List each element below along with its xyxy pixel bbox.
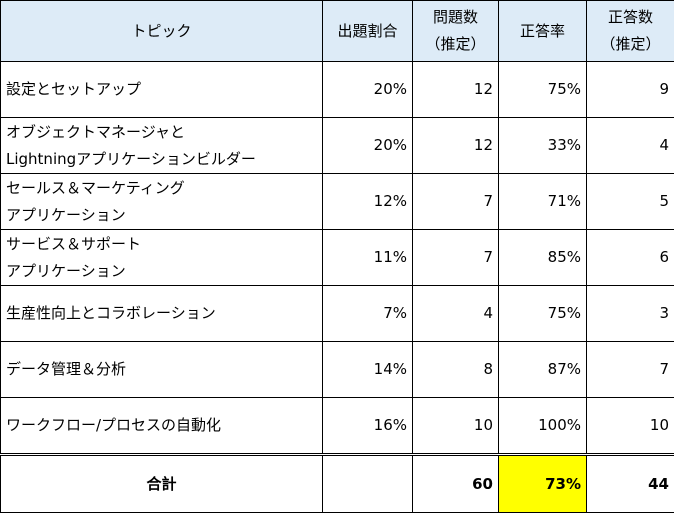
ratio-cell: 14% — [323, 342, 413, 398]
header-questions-label: 問題数 — [418, 4, 493, 31]
topic-line: Lightningアプリケーションビルダー — [6, 146, 317, 173]
total-row: 合計 60 73% 44 — [1, 455, 674, 513]
total-ratio-cell — [323, 455, 413, 513]
rate-cell: 85% — [499, 230, 587, 286]
table-row: データ管理＆分析 14% 8 87% 7 — [1, 342, 674, 398]
ratio-cell: 20% — [323, 118, 413, 174]
rate-cell: 71% — [499, 174, 587, 230]
total-correct-cell: 44 — [587, 455, 674, 513]
total-rate-cell: 73% — [499, 455, 587, 513]
rate-cell: 100% — [499, 398, 587, 455]
ratio-cell: 12% — [323, 174, 413, 230]
topic-line: アプリケーション — [6, 258, 317, 285]
table-row: セールス＆マーケティング アプリケーション 12% 7 71% 5 — [1, 174, 674, 230]
topic-line: 設定とセットアップ — [6, 76, 317, 103]
questions-cell: 4 — [413, 286, 499, 342]
header-rate: 正答率 — [499, 1, 587, 62]
ratio-cell: 16% — [323, 398, 413, 455]
correct-cell: 9 — [587, 62, 674, 118]
questions-cell: 12 — [413, 118, 499, 174]
header-correct: 正答数 （推定） — [587, 1, 674, 62]
table-row: オブジェクトマネージャと Lightningアプリケーションビルダー 20% 1… — [1, 118, 674, 174]
topic-line: 生産性向上とコラボレーション — [6, 300, 317, 327]
total-label: 合計 — [1, 455, 323, 513]
topic-line: オブジェクトマネージャと — [6, 119, 317, 146]
correct-cell: 4 — [587, 118, 674, 174]
ratio-cell: 7% — [323, 286, 413, 342]
questions-cell: 10 — [413, 398, 499, 455]
ratio-cell: 20% — [323, 62, 413, 118]
topic-cell: サービス＆サポート アプリケーション — [1, 230, 323, 286]
questions-cell: 8 — [413, 342, 499, 398]
table-row: サービス＆サポート アプリケーション 11% 7 85% 6 — [1, 230, 674, 286]
header-rate-label: 正答率 — [504, 18, 581, 45]
header-questions-sublabel: （推定） — [418, 31, 493, 58]
total-questions-cell: 60 — [413, 455, 499, 513]
correct-cell: 6 — [587, 230, 674, 286]
topic-cell: 設定とセットアップ — [1, 62, 323, 118]
rate-cell: 75% — [499, 62, 587, 118]
correct-cell: 3 — [587, 286, 674, 342]
ratio-cell: 11% — [323, 230, 413, 286]
rate-cell: 87% — [499, 342, 587, 398]
table-row: 生産性向上とコラボレーション 7% 4 75% 3 — [1, 286, 674, 342]
header-correct-sublabel: （推定） — [592, 31, 669, 58]
header-row: トピック 出題割合 問題数 （推定） 正答率 正答数 （推定） — [1, 1, 674, 62]
topic-cell: オブジェクトマネージャと Lightningアプリケーションビルダー — [1, 118, 323, 174]
header-topic: トピック — [1, 1, 323, 62]
topic-line: データ管理＆分析 — [6, 356, 317, 383]
topic-cell: データ管理＆分析 — [1, 342, 323, 398]
topic-line: ワークフロー/プロセスの自動化 — [6, 412, 317, 439]
topic-cell: 生産性向上とコラボレーション — [1, 286, 323, 342]
topic-line: アプリケーション — [6, 202, 317, 229]
correct-cell: 7 — [587, 342, 674, 398]
topic-cell: セールス＆マーケティング アプリケーション — [1, 174, 323, 230]
questions-cell: 7 — [413, 174, 499, 230]
header-correct-label: 正答数 — [592, 4, 669, 31]
correct-cell: 10 — [587, 398, 674, 455]
header-ratio: 出題割合 — [323, 1, 413, 62]
topic-line: サービス＆サポート — [6, 231, 317, 258]
table-row: ワークフロー/プロセスの自動化 16% 10 100% 10 — [1, 398, 674, 455]
topic-cell: ワークフロー/プロセスの自動化 — [1, 398, 323, 455]
header-topic-label: トピック — [6, 18, 317, 45]
correct-cell: 5 — [587, 174, 674, 230]
table-row: 設定とセットアップ 20% 12 75% 9 — [1, 62, 674, 118]
rate-cell: 75% — [499, 286, 587, 342]
rate-cell: 33% — [499, 118, 587, 174]
header-ratio-label: 出題割合 — [328, 18, 407, 45]
questions-cell: 7 — [413, 230, 499, 286]
topic-line: セールス＆マーケティング — [6, 175, 317, 202]
questions-cell: 12 — [413, 62, 499, 118]
header-questions: 問題数 （推定） — [413, 1, 499, 62]
